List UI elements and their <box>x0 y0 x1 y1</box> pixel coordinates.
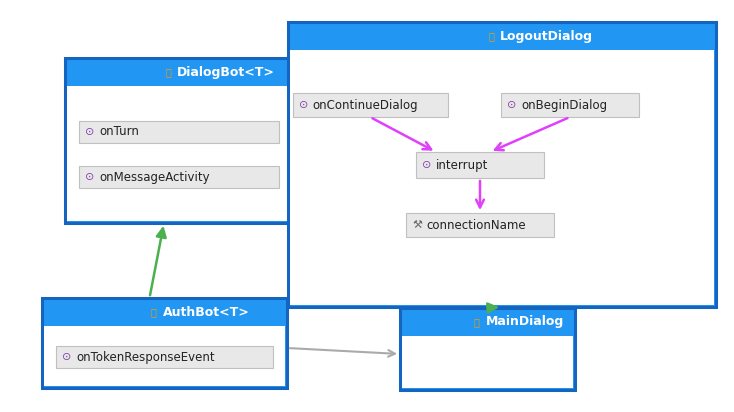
Text: ⭐: ⭐ <box>165 67 171 77</box>
FancyBboxPatch shape <box>416 152 544 178</box>
Text: LogoutDialog: LogoutDialog <box>500 30 593 42</box>
Text: DialogBot<T>: DialogBot<T> <box>177 66 275 79</box>
Text: onTokenResponseEvent: onTokenResponseEvent <box>76 351 214 363</box>
Text: onTurn: onTurn <box>99 125 139 138</box>
Text: ⊙: ⊙ <box>62 352 72 362</box>
FancyBboxPatch shape <box>293 93 448 117</box>
FancyBboxPatch shape <box>44 326 285 386</box>
FancyBboxPatch shape <box>79 121 279 143</box>
FancyBboxPatch shape <box>400 308 575 390</box>
Text: ⊙: ⊙ <box>85 126 95 137</box>
Text: ⊙: ⊙ <box>299 100 308 110</box>
Text: MainDialog: MainDialog <box>485 316 564 328</box>
FancyBboxPatch shape <box>406 213 554 237</box>
Text: ⚒: ⚒ <box>412 220 422 230</box>
Text: ⊙: ⊙ <box>85 172 95 183</box>
FancyBboxPatch shape <box>79 166 279 188</box>
Text: interrupt: interrupt <box>436 159 488 171</box>
Text: ⭐: ⭐ <box>488 31 494 41</box>
FancyBboxPatch shape <box>501 93 639 117</box>
FancyBboxPatch shape <box>65 58 293 223</box>
FancyBboxPatch shape <box>402 336 573 388</box>
Text: onMessageActivity: onMessageActivity <box>99 171 210 184</box>
Text: connectionName: connectionName <box>426 218 526 232</box>
Text: ⭐: ⭐ <box>150 307 156 317</box>
Text: ⊙: ⊙ <box>422 160 432 170</box>
Text: ⊙: ⊙ <box>507 100 517 110</box>
FancyBboxPatch shape <box>288 22 716 307</box>
FancyBboxPatch shape <box>42 298 287 388</box>
Text: onContinueDialog: onContinueDialog <box>313 98 418 112</box>
Text: AuthBot<T>: AuthBot<T> <box>162 306 250 318</box>
Text: onBeginDialog: onBeginDialog <box>521 98 607 112</box>
FancyBboxPatch shape <box>56 346 273 368</box>
FancyBboxPatch shape <box>67 86 291 221</box>
FancyBboxPatch shape <box>290 50 714 305</box>
Text: ⭐: ⭐ <box>473 317 479 327</box>
